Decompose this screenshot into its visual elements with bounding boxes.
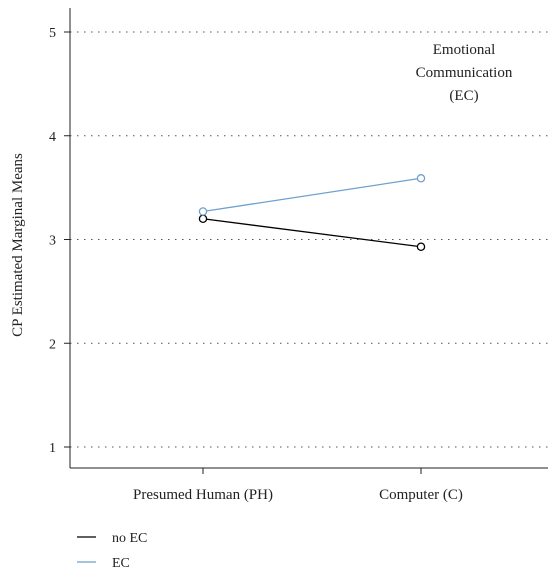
annotation: Emotional Communication (EC) — [416, 42, 513, 104]
legend: no EC EC — [77, 531, 147, 571]
y-tick-label: 3 — [49, 234, 56, 249]
data-point — [198, 207, 208, 216]
legend-label: no EC — [112, 531, 147, 546]
legend-label: EC — [112, 556, 130, 571]
x-ticks: Presumed Human (PH) Computer (C) — [133, 468, 463, 503]
axes — [69, 8, 548, 469]
grid-lines — [70, 31, 548, 448]
x-tick-label: Presumed Human (PH) — [133, 487, 273, 503]
series-line — [202, 177, 422, 213]
series-line — [202, 218, 422, 248]
y-tick-label: 4 — [49, 130, 56, 145]
annotation-line-2: Communication — [416, 65, 513, 81]
x-tick-label: Computer (C) — [379, 487, 463, 503]
data-point — [416, 174, 426, 183]
series-group — [198, 174, 426, 252]
y-tick-label: 2 — [49, 337, 56, 352]
annotation-line-3: (EC) — [449, 88, 478, 104]
y-tick-label: 1 — [49, 441, 56, 456]
data-point — [416, 242, 426, 252]
data-point — [198, 214, 208, 223]
annotation-line-1: Emotional — [433, 42, 496, 58]
y-ticks: 1 2 3 4 5 — [49, 26, 70, 456]
y-axis-label: CP Estimated Marginal Means — [10, 153, 26, 337]
y-tick-label: 5 — [49, 26, 56, 41]
